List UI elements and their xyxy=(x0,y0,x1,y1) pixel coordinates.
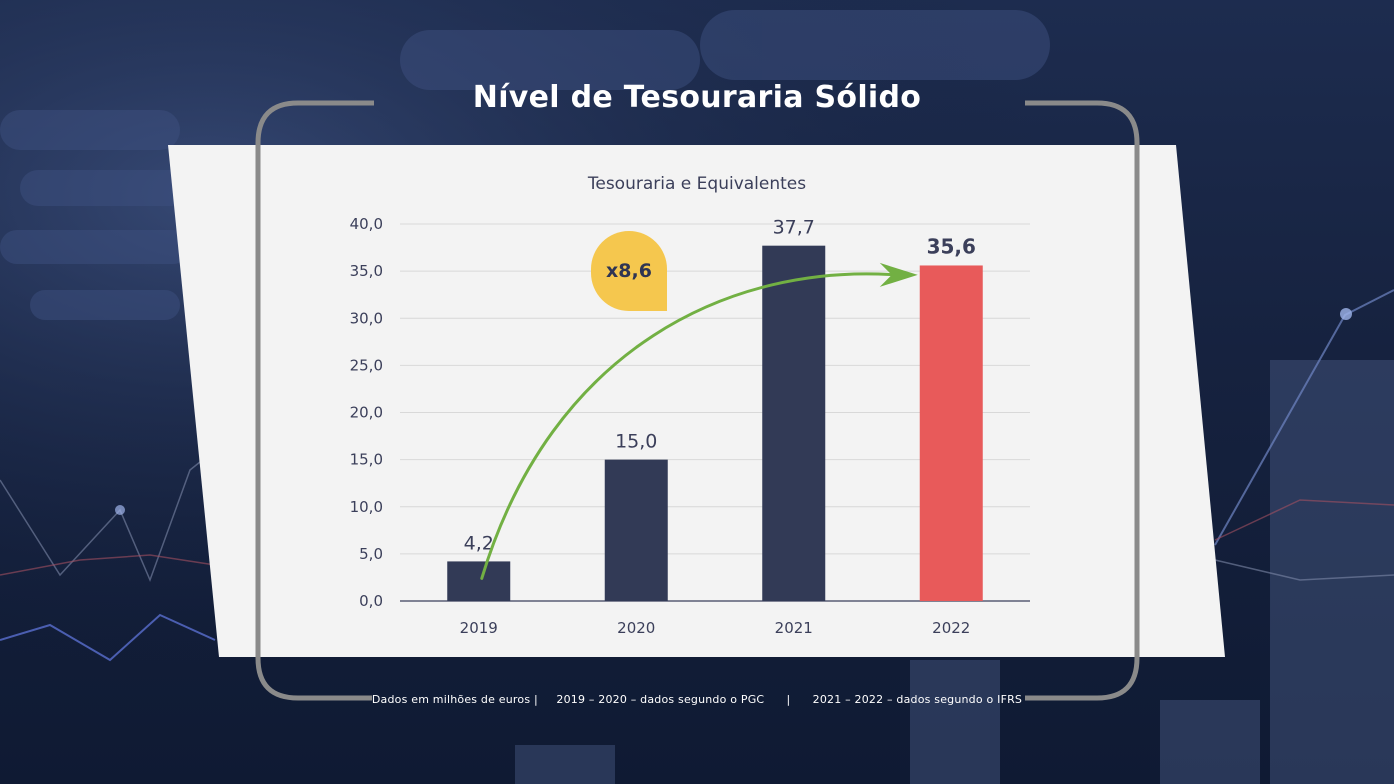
bar-2021 xyxy=(762,245,826,602)
x-tick-label: 2022 xyxy=(932,619,970,637)
y-tick-label: 35,0 xyxy=(350,262,383,280)
data-label-2020: 15,0 xyxy=(615,431,657,453)
x-tick-label: 2020 xyxy=(617,619,655,637)
footnote-ifrs: 2021 – 2022 – dados segundo o IFRS xyxy=(812,693,1023,706)
growth-badge: x8,6 xyxy=(591,231,667,311)
data-label-2021: 37,7 xyxy=(773,217,815,239)
footnote: Dados em milhões de euros | 2019 – 2020 … xyxy=(0,693,1394,706)
growth-arrow-head xyxy=(879,262,918,287)
y-tick-label: 5,0 xyxy=(359,545,383,563)
chart-title: Tesouraria e Equivalentes xyxy=(587,174,806,194)
footnote-units: Dados em milhões de euros | xyxy=(371,693,538,706)
bar-2020 xyxy=(604,459,668,601)
bar-2022 xyxy=(919,265,983,601)
x-tick-label: 2019 xyxy=(460,619,498,637)
y-tick-label: 40,0 xyxy=(350,215,383,233)
y-tick-label: 0,0 xyxy=(359,592,383,610)
x-tick-label: 2021 xyxy=(775,619,813,637)
page-title: Nível de Tesouraria Sólido xyxy=(472,80,922,115)
growth-arrow xyxy=(480,272,898,580)
y-tick-label: 30,0 xyxy=(350,309,383,327)
footnote-separator: | xyxy=(786,693,791,706)
bar-2019 xyxy=(447,561,511,601)
y-tick-label: 10,0 xyxy=(350,498,383,516)
footnote-pgc: 2019 – 2020 – dados segundo o PGC xyxy=(556,693,765,706)
y-tick-label: 20,0 xyxy=(350,404,383,422)
data-label-2022: 35,6 xyxy=(927,234,976,258)
y-tick-label: 15,0 xyxy=(350,451,383,469)
data-label-2019: 4,2 xyxy=(464,532,494,554)
y-tick-label: 25,0 xyxy=(350,356,383,374)
